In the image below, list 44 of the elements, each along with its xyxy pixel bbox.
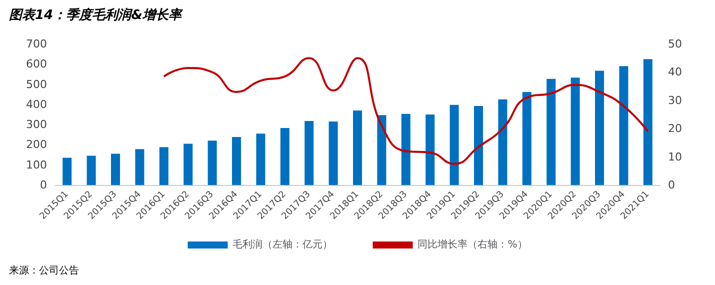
- bar: [232, 137, 241, 185]
- bar: [498, 99, 508, 185]
- y-tick-label: 700: [26, 38, 47, 50]
- line-series: [162, 57, 649, 165]
- source-note: 来源：公司公告: [9, 264, 79, 276]
- bar: [280, 128, 290, 185]
- y2-tick-label: 40: [668, 66, 682, 79]
- bar: [184, 144, 193, 185]
- y-tick-label: 600: [26, 58, 47, 71]
- y2-tick-label: 20: [668, 122, 682, 136]
- bar: [522, 92, 532, 185]
- bar: [159, 147, 168, 185]
- y-tick-label: 300: [26, 118, 47, 132]
- bar: [474, 106, 483, 185]
- bar: [304, 120, 314, 185]
- bar: [643, 59, 652, 185]
- bar: [401, 114, 410, 185]
- bar: [135, 149, 144, 185]
- y2-tick-label: 0: [668, 178, 675, 192]
- bar: [86, 156, 96, 185]
- bar: [111, 154, 120, 185]
- bar: [595, 70, 604, 185]
- bar: [377, 115, 386, 185]
- bar: [328, 122, 338, 185]
- y-tick-label: 100: [26, 158, 47, 172]
- bar: [62, 158, 72, 185]
- bar: [208, 140, 217, 185]
- y-tick-label: 200: [26, 138, 47, 152]
- bar: [450, 104, 459, 185]
- y2-tick-label: 50: [668, 38, 682, 50]
- bar: [619, 66, 628, 185]
- y2-tick-label: 10: [668, 150, 682, 164]
- y-tick-label: 400: [26, 98, 47, 111]
- chart-title: 图表14：季度毛利润&增长率: [9, 7, 184, 23]
- y-tick-label: 0: [40, 178, 47, 192]
- bar: [570, 78, 580, 185]
- y2-tick-label: 30: [668, 94, 682, 107]
- legend-label: 同比增长率（右轴：%）: [418, 238, 528, 250]
- bar: [353, 110, 362, 185]
- bar: [256, 134, 266, 185]
- bar: [546, 78, 556, 185]
- bar: [426, 114, 435, 185]
- y-tick-label: 500: [26, 78, 47, 91]
- legend-label: 毛利润（左轴：亿元）: [232, 238, 333, 250]
